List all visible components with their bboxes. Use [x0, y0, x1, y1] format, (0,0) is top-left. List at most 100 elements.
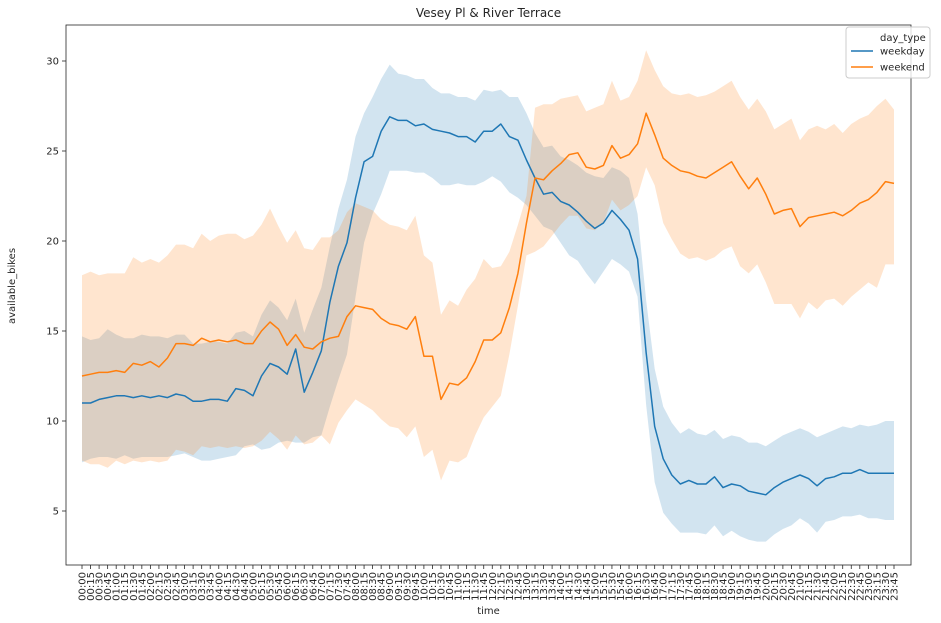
legend-title: day_type: [880, 33, 926, 44]
x-tick-label: 00:45: [103, 572, 114, 601]
x-tick-label: 07:15: [325, 572, 336, 601]
x-tick-label: 17:45: [684, 572, 695, 601]
x-tick-label: 15:15: [599, 572, 610, 601]
weekday-band: [82, 64, 894, 542]
y-tick-label: 25: [46, 147, 59, 158]
x-tick-label: 00:15: [86, 572, 97, 601]
x-tick-label: 10:45: [445, 572, 456, 601]
y-tick-label: 10: [46, 417, 59, 428]
legend-label-weekday: weekday: [880, 47, 925, 58]
x-tick-label: 06:15: [291, 572, 302, 601]
x-tick-label: 19:30: [744, 572, 755, 601]
x-tick-label: 03:15: [189, 572, 200, 601]
x-tick-label: 08:00: [351, 572, 362, 601]
y-tick-label: 15: [46, 327, 59, 338]
x-tick-label: 20:30: [778, 572, 789, 601]
x-tick-label: 22:30: [847, 572, 858, 601]
x-tick-label: 13:30: [539, 572, 550, 601]
x-tick-label: 07:45: [342, 572, 353, 601]
y-tick-label: 30: [46, 57, 59, 68]
x-tick-label: 18:30: [710, 572, 721, 601]
chart-title: Vesey Pl & River Terrace: [416, 6, 561, 20]
x-tick-label: 16:00: [625, 572, 636, 601]
x-tick-label: 02:15: [154, 572, 165, 601]
x-tick-label: 03:45: [206, 572, 217, 601]
x-tick-label: 03:30: [197, 572, 208, 601]
x-tick-label: 13:00: [522, 572, 533, 601]
x-tick-label: 15:00: [590, 572, 601, 601]
x-tick-label: 23:00: [864, 572, 875, 601]
x-tick-label: 11:15: [462, 572, 473, 601]
x-tick-label: 21:45: [821, 572, 832, 601]
x-tick-label: 23:30: [881, 572, 892, 601]
x-tick-label: 01:15: [120, 572, 131, 601]
x-tick-label: 09:30: [402, 572, 413, 601]
legend: day_type weekday weekend: [845, 26, 931, 79]
x-tick-label: 00:30: [95, 572, 106, 601]
x-tick-label: 21:15: [804, 572, 815, 601]
x-tick-label: 19:45: [753, 572, 764, 601]
x-tick-label: 09:45: [411, 572, 422, 601]
x-tick-label: 02:30: [163, 572, 174, 601]
x-tick-label: 23:15: [872, 572, 883, 601]
x-tick-label: 05:00: [248, 572, 259, 601]
x-tick-label: 02:00: [146, 572, 157, 601]
x-tick-label: 11:00: [454, 572, 465, 601]
x-tick-label: 23:45: [890, 572, 901, 601]
x-tick-label: 10:00: [419, 572, 430, 601]
x-tick-label: 21:30: [813, 572, 824, 601]
x-tick-label: 05:30: [266, 572, 277, 601]
x-tick-label: 20:00: [761, 572, 772, 601]
x-tick-label: 11:45: [479, 572, 490, 601]
x-tick-label: 12:30: [505, 572, 516, 601]
x-tick-label: 20:45: [787, 572, 798, 601]
x-tick-label: 09:00: [385, 572, 396, 601]
x-tick-label: 14:00: [556, 572, 567, 601]
x-tick-label: 12:15: [496, 572, 507, 601]
x-tick-label: 01:00: [112, 572, 123, 601]
y-tick-label: 5: [53, 507, 59, 518]
x-tick-label: 04:00: [214, 572, 225, 601]
x-tick-label: 22:00: [830, 572, 841, 601]
weekday-line: [82, 116, 894, 496]
x-tick-label: 16:45: [650, 572, 661, 601]
legend-box: [845, 26, 931, 79]
x-tick-label: 07:00: [317, 572, 328, 601]
x-tick-label: 18:15: [701, 572, 712, 601]
x-tick-label: 15:30: [607, 572, 618, 601]
y-axis-label: available_bikes: [7, 248, 18, 324]
x-tick-label: 06:30: [300, 572, 311, 601]
series-lines: [81, 112, 895, 496]
x-tick-label: 01:30: [129, 572, 140, 601]
x-tick-label: 06:45: [308, 572, 319, 601]
axes: 5 10 15 20 25 30 00:0000:1500:3000:4501:0001:1…: [46, 24, 912, 601]
x-tick-label: 17:15: [667, 572, 678, 601]
x-tick-label: 13:15: [531, 572, 542, 601]
x-tick-label: 08:30: [368, 572, 379, 601]
plot-frame: [65, 24, 912, 566]
x-tick-label: 10:15: [428, 572, 439, 601]
x-tick-label: 06:00: [283, 572, 294, 601]
x-tick-label: 04:15: [223, 572, 234, 601]
x-tick-label: 21:00: [795, 572, 806, 601]
x-tick-label: 05:45: [274, 572, 285, 601]
x-tick-label: 15:45: [616, 572, 627, 601]
x-tick-label: 04:30: [231, 572, 242, 601]
x-tick-label: 22:15: [838, 572, 849, 601]
x-tick-label: 14:30: [573, 572, 584, 601]
x-tick-label: 04:45: [240, 572, 251, 601]
x-tick-label: 17:00: [659, 572, 670, 601]
x-tick-label: 19:15: [736, 572, 747, 601]
x-tick-label: 14:15: [565, 572, 576, 601]
x-tick-label: 05:15: [257, 572, 268, 601]
weekend-line: [81, 112, 895, 401]
x-tick-label: 14:45: [582, 572, 593, 601]
x-tick-label: 18:00: [693, 572, 704, 601]
x-tick-label: 07:30: [334, 572, 345, 601]
x-tick-label: 19:00: [727, 572, 738, 601]
x-tick-label: 08:45: [377, 572, 388, 601]
x-tick-label: 01:45: [137, 572, 148, 601]
x-tick-label: 13:45: [548, 572, 559, 601]
